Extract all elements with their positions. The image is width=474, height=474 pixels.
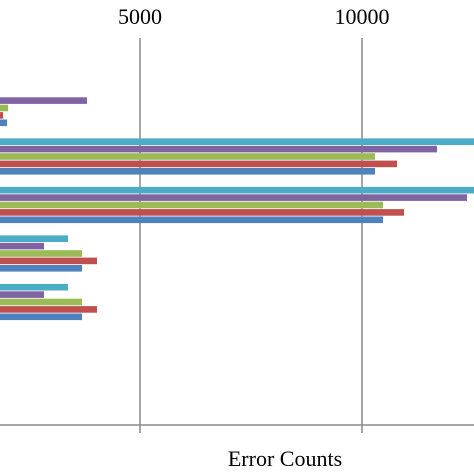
- bar: [0, 242, 45, 250]
- bar: [0, 313, 83, 321]
- bar: [0, 216, 384, 224]
- bar: [0, 186, 474, 194]
- bar: [0, 298, 83, 306]
- bar: [0, 168, 376, 175]
- bar: [0, 291, 45, 298]
- x-tick-label: 5000: [118, 4, 162, 29]
- bar: [0, 112, 4, 119]
- bar: [0, 194, 468, 201]
- bar: [0, 153, 376, 160]
- bar: [0, 160, 397, 168]
- bar: [0, 104, 9, 112]
- bar: [0, 201, 384, 209]
- bar: [0, 257, 98, 265]
- bar: [0, 145, 438, 153]
- bar: [0, 209, 405, 216]
- bar: [0, 138, 474, 145]
- bar: [0, 265, 83, 272]
- bar: [0, 306, 98, 313]
- bar: [0, 283, 68, 291]
- bar: [0, 235, 68, 242]
- bar: [0, 250, 83, 257]
- bar: [0, 97, 87, 104]
- x-tick-label: 10000: [335, 4, 390, 29]
- bar: [0, 119, 8, 127]
- x-axis-label: Error Counts: [228, 446, 342, 471]
